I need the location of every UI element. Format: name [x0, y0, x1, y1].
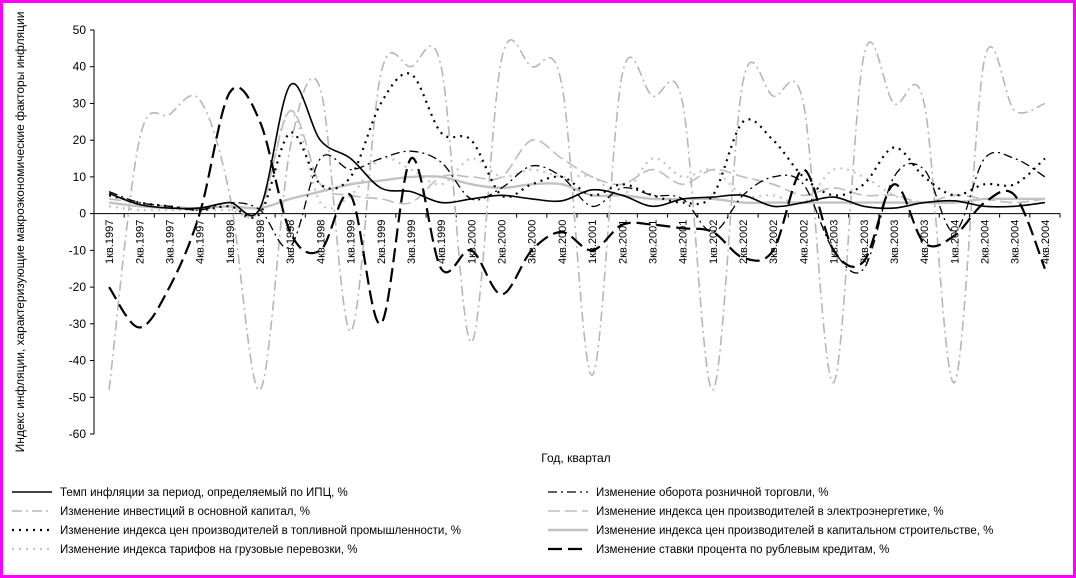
legend-label-7: Изменение индекса тарифов на грузовые пе… [60, 544, 358, 556]
x-tick-label: 2кв.2001 [617, 220, 629, 264]
x-axis-title: Год, квартал [541, 451, 610, 465]
x-tick-label: 4кв.1999 [436, 220, 448, 264]
series-line-6 [108, 175, 1045, 210]
x-tick-label: 3кв.2000 [527, 220, 539, 264]
y-tick-label: 40 [73, 60, 87, 74]
x-tick-label: 3кв.1997 [164, 220, 176, 264]
x-tick-label: 1кв.2002 [708, 220, 720, 264]
x-tick-label: 4кв.1997 [195, 220, 207, 264]
legend-label-6: Изменение индекса цен производителей в к… [596, 525, 993, 537]
y-tick-label: 10 [73, 170, 87, 184]
y-tick-label: -40 [69, 354, 87, 368]
y-tick-label: 0 [79, 207, 86, 221]
x-tick-label: 1кв.2004 [949, 220, 961, 264]
x-tick-label: 1кв.1999 [346, 220, 358, 264]
y-tick-label: 20 [73, 133, 87, 147]
legend-label-8: Изменение ставки процента по рублевым кр… [596, 544, 889, 556]
x-tick-label: 4кв.1998 [315, 220, 327, 264]
x-tick-label: 2кв.2004 [980, 220, 992, 264]
x-tick-label: 3кв.1998 [285, 220, 297, 264]
series-line-8 [108, 86, 1046, 329]
x-tick-label: 4кв.2004 [1040, 220, 1052, 264]
x-tick-label: 2кв.1998 [255, 220, 267, 264]
legend-label-4: Изменение индекса цен производителей в э… [596, 506, 944, 518]
legend-label-5: Изменение индекса цен производителей в т… [60, 525, 461, 537]
y-tick-label: -10 [69, 243, 87, 257]
x-tick-label: 3кв.1999 [406, 220, 418, 264]
x-tick-label: 1кв.1998 [225, 220, 237, 264]
x-tick-label: 2кв.2002 [738, 220, 750, 264]
y-axis-title: Индекс инфляции, характеризующие макроэк… [13, 12, 27, 453]
x-tick-label: 3кв.2001 [647, 220, 659, 264]
x-tick-label: 3кв.2004 [1010, 220, 1022, 264]
legend: Темп инфляции за период, определяемый по… [12, 487, 993, 556]
x-tick-label: 4кв.2002 [798, 220, 810, 264]
series-line-4 [108, 110, 1046, 217]
y-tick-label: 30 [73, 96, 87, 110]
y-tick-label: -20 [69, 280, 87, 294]
x-tick-label: 4кв.2000 [557, 220, 569, 264]
x-tick-label: 3кв.2003 [889, 220, 901, 264]
series-line-2 [108, 150, 1046, 274]
y-tick-label: -50 [69, 390, 87, 404]
x-tick-label: 1кв.1997 [104, 220, 116, 264]
x-tick-label: 2кв.2000 [497, 220, 509, 264]
y-tick-label: 50 [73, 23, 87, 37]
x-tick-label: 2кв.1999 [376, 220, 388, 264]
x-tick-label: 1кв.2003 [829, 220, 841, 264]
x-tick-label: 1кв.2001 [587, 220, 599, 264]
plot-area [108, 39, 1046, 391]
legend-label-1: Темп инфляции за период, определяемый по… [60, 487, 348, 499]
y-tick-label: -60 [69, 427, 87, 441]
x-tick-label: 4кв.2001 [678, 220, 690, 264]
series-line-7 [108, 109, 1045, 219]
x-tick-label: 4кв.2003 [919, 220, 931, 264]
y-tick-label: -30 [69, 317, 87, 331]
legend-label-2: Изменение оборота розничной торговли, % [596, 487, 829, 499]
x-tick-label: 2кв.1997 [134, 220, 146, 264]
legend-label-3: Изменение инвестиций в основной капитал,… [60, 506, 310, 518]
y-axis: 50 40 30 20 10 0 -10 -20 -30 -40 -50 -60 [69, 23, 95, 441]
series-line-1 [108, 82, 1045, 217]
